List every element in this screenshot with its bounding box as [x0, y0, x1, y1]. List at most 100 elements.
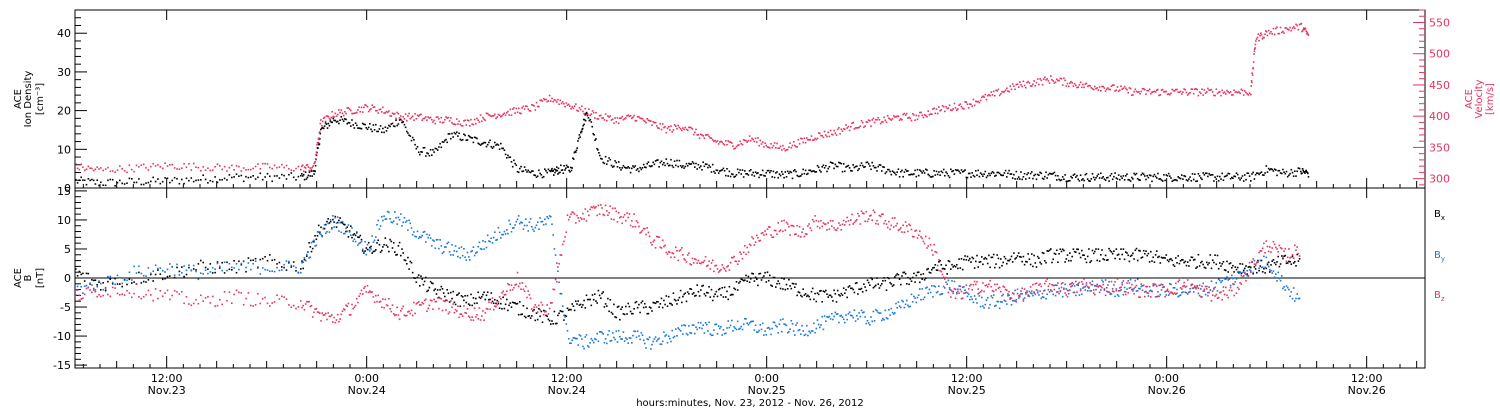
data-point-right [551, 98, 553, 100]
data-point-Bx [269, 254, 271, 256]
data-point-left [841, 163, 843, 165]
data-point-left [191, 177, 193, 179]
data-point-left [685, 166, 687, 168]
data-point-Bx [401, 248, 403, 250]
data-point-By [1281, 275, 1283, 277]
data-point-Bx [923, 273, 925, 275]
data-point-By [718, 325, 720, 327]
data-point-Bz [825, 223, 827, 225]
data-point-By [1168, 294, 1170, 296]
data-point-left [576, 150, 578, 152]
data-point-Bx [993, 254, 995, 256]
data-point-left [707, 167, 709, 169]
top-left-ylabel-line3: [cm⁻³] [35, 83, 46, 115]
data-point-Bx [1120, 248, 1122, 250]
data-point-left [1251, 173, 1253, 175]
data-point-Bx [486, 295, 488, 297]
data-point-Bx [499, 307, 501, 309]
data-point-right [1039, 78, 1041, 80]
data-point-By [1120, 289, 1122, 291]
data-point-Bx [1027, 253, 1029, 255]
data-point-Bz [82, 298, 84, 300]
data-point-left [491, 146, 493, 148]
data-point-By [1077, 285, 1079, 287]
data-point-Bx [1061, 251, 1063, 253]
data-point-Bz [923, 241, 925, 243]
data-point-Bx [1185, 261, 1187, 263]
data-point-By [989, 304, 991, 306]
data-point-right [312, 165, 314, 167]
data-point-Bx [183, 276, 185, 278]
data-point-Bx [668, 296, 670, 298]
data-point-Bz [452, 303, 454, 305]
data-point-left [1124, 179, 1126, 181]
data-point-Bz [818, 221, 820, 223]
data-point-Bz [716, 265, 718, 267]
data-point-Bx [386, 245, 388, 247]
data-point-Bx [1155, 254, 1157, 256]
data-point-By [1148, 295, 1150, 297]
data-point-right [152, 163, 154, 165]
data-point-left [200, 179, 202, 181]
data-point-right [739, 141, 741, 143]
data-point-By [917, 297, 919, 299]
data-point-By [789, 328, 791, 330]
data-point-left [1275, 169, 1277, 171]
data-point-By [1252, 272, 1254, 274]
data-point-Bx [1116, 248, 1118, 250]
data-point-Bx [1146, 255, 1148, 257]
data-point-left [1301, 172, 1303, 174]
data-point-By [450, 254, 452, 256]
data-point-By [938, 285, 940, 287]
data-point-left [595, 138, 597, 140]
data-point-Bx [145, 281, 147, 283]
data-point-Bx [551, 320, 553, 322]
data-point-By [1124, 287, 1126, 289]
data-point-Bz [1098, 286, 1100, 288]
data-point-Bx [86, 273, 88, 275]
data-point-left [1107, 177, 1109, 179]
data-point-Bx [676, 303, 678, 305]
data-point-left [1202, 172, 1204, 174]
data-point-By [304, 257, 306, 259]
data-point-By [780, 319, 782, 321]
data-point-right [677, 125, 679, 127]
data-point-Bz [1093, 289, 1095, 291]
data-point-Bz [993, 291, 995, 293]
data-point-By [1270, 270, 1272, 272]
data-point-right [250, 169, 252, 171]
b-tick-label: -10 [53, 330, 71, 343]
data-point-Bx [360, 235, 362, 237]
data-point-By [1038, 294, 1040, 296]
data-point-Bz [854, 222, 856, 224]
data-point-left [576, 147, 578, 149]
data-point-left [112, 179, 114, 181]
data-point-Bz [326, 319, 328, 321]
data-point-left [398, 123, 400, 125]
data-point-left [558, 168, 560, 170]
data-point-left [1271, 169, 1273, 171]
data-point-left [238, 175, 240, 177]
data-point-right [343, 115, 345, 117]
data-point-right [931, 113, 933, 115]
data-point-left [349, 122, 351, 124]
data-point-By [188, 264, 190, 266]
data-point-Bz [1092, 284, 1094, 286]
data-point-Bz [942, 274, 944, 276]
data-point-right [1006, 87, 1008, 89]
data-point-Bx [1063, 250, 1065, 252]
data-point-right [650, 120, 652, 122]
data-point-Bz [1043, 290, 1045, 292]
data-point-By [121, 283, 123, 285]
data-point-right [1058, 80, 1060, 82]
data-point-Bz [856, 219, 858, 221]
data-point-By [911, 294, 913, 296]
data-point-right [1068, 86, 1070, 88]
data-point-Bx [286, 269, 288, 271]
data-point-left [1100, 173, 1102, 175]
data-point-Bz [410, 313, 412, 315]
data-point-right [799, 143, 801, 145]
data-point-left [946, 173, 948, 175]
data-point-Bx [105, 290, 107, 292]
data-point-Bz [105, 288, 107, 290]
